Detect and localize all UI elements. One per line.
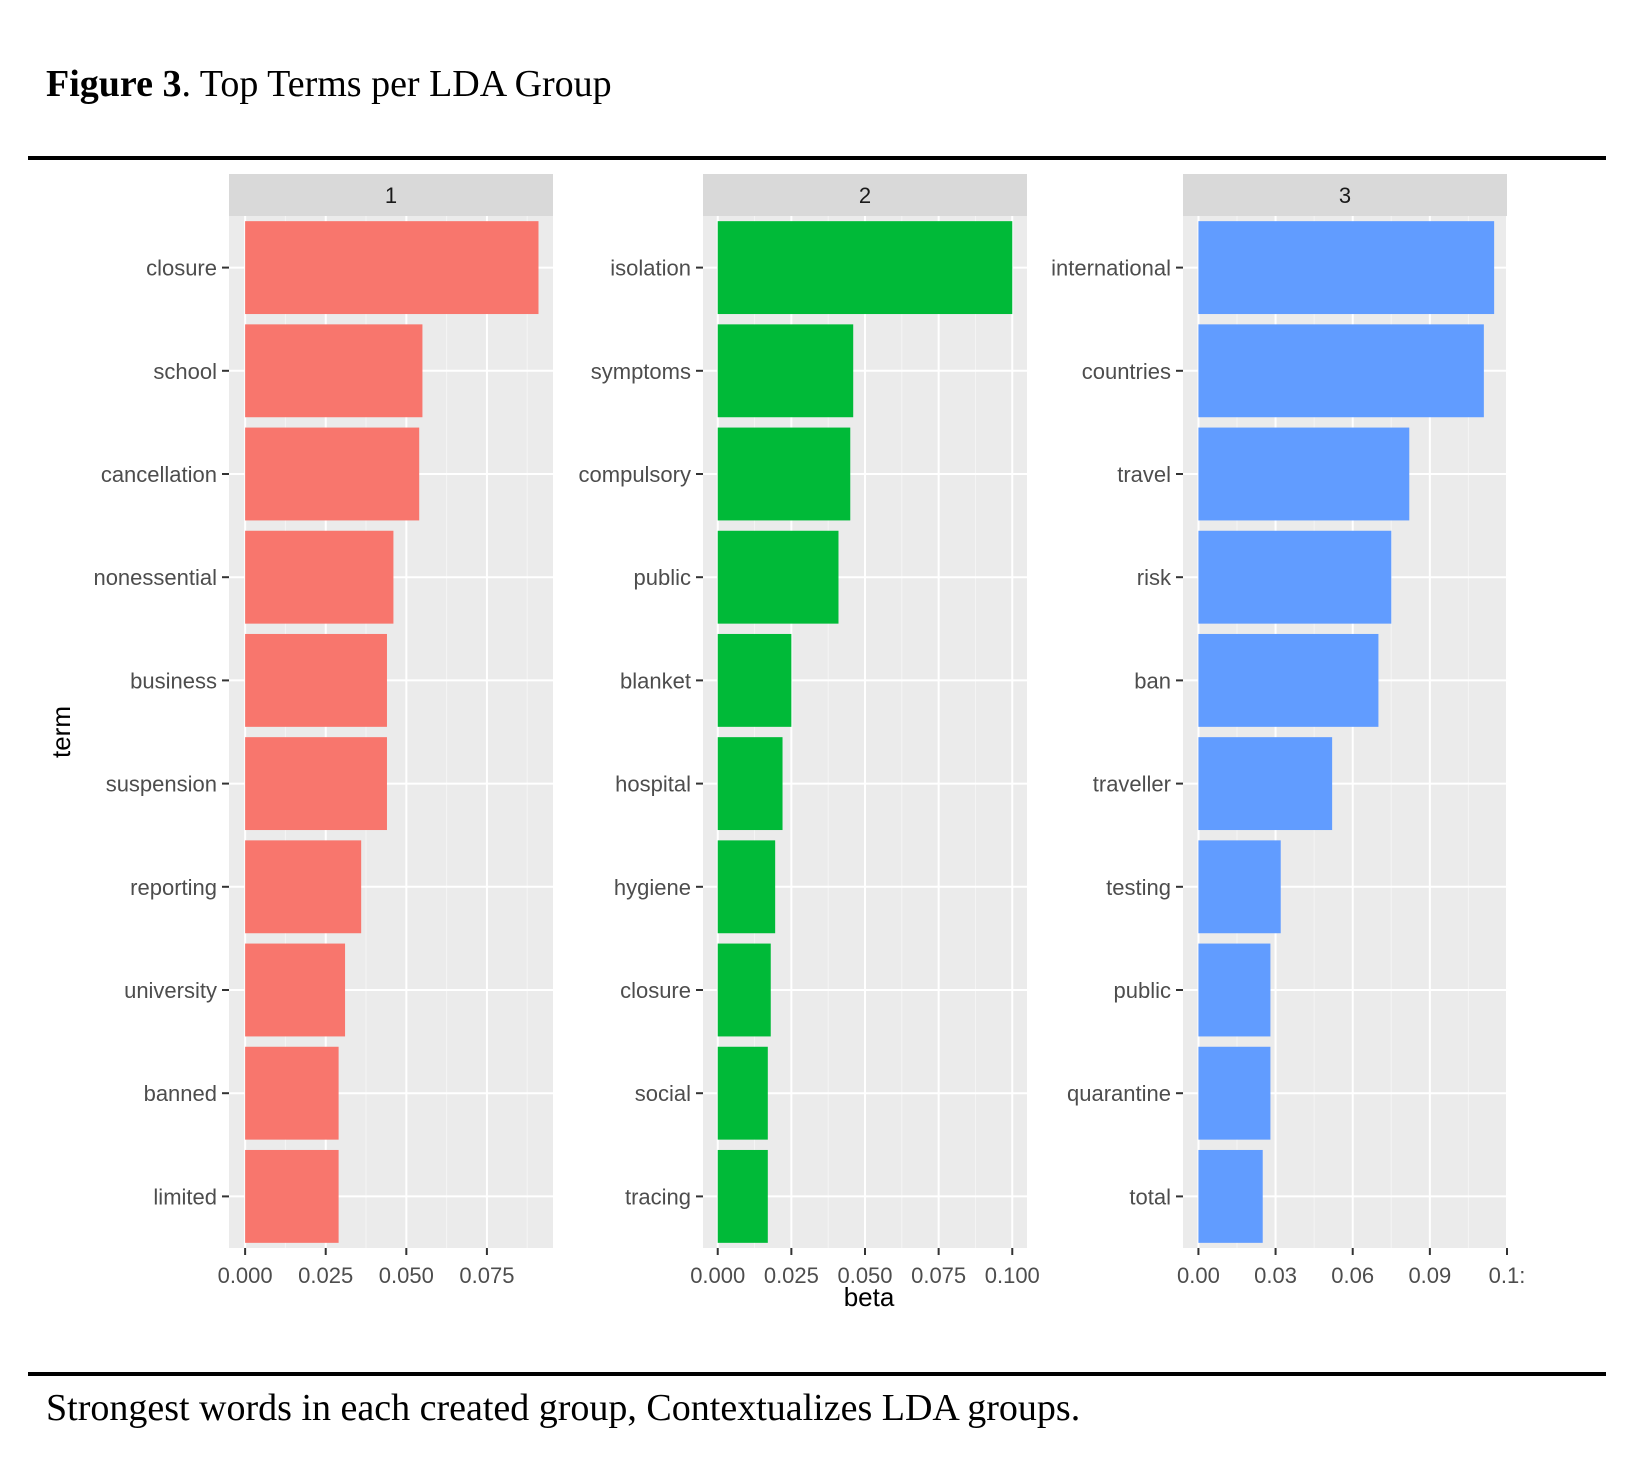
facet-panel-1: 1 closure school cancellation nonessential bu… xyxy=(93,174,553,1288)
term-label: suspension xyxy=(106,772,217,797)
bar-university xyxy=(245,943,346,1037)
bar-tracing xyxy=(717,1149,768,1243)
term-label: ban xyxy=(1134,668,1171,693)
x-tick-label: 0.100 xyxy=(985,1263,1040,1288)
term-label: business xyxy=(130,668,217,693)
bar-quarantine xyxy=(1198,1046,1271,1140)
x-tick-label: 0.1: xyxy=(1489,1263,1526,1288)
facet-strip xyxy=(1183,174,1507,216)
term-label: school xyxy=(153,359,217,384)
bar-closure xyxy=(717,943,771,1037)
term-label: social xyxy=(635,1081,691,1106)
bar-isolation xyxy=(717,221,1013,315)
facet-strip-label: 2 xyxy=(859,183,871,208)
bar-reporting xyxy=(245,840,362,934)
bar-hygiene xyxy=(717,840,776,934)
bar-risk xyxy=(1198,530,1392,624)
bar-countries xyxy=(1198,324,1484,418)
x-tick-label: 0.06 xyxy=(1331,1263,1374,1288)
x-tick-label: 0.050 xyxy=(837,1263,892,1288)
figure-caption-title: Figure 3. Top Terms per LDA Group xyxy=(46,62,612,106)
term-label: testing xyxy=(1106,875,1171,900)
bar-ban xyxy=(1198,633,1379,727)
term-label: banned xyxy=(144,1081,217,1106)
bar-limited xyxy=(245,1149,339,1243)
term-label: compulsory xyxy=(579,462,691,487)
term-label: total xyxy=(1129,1184,1171,1209)
term-label: cancellation xyxy=(101,462,217,487)
lda-faceted-bar-chart: 1 closure school cancellation nonessential bu… xyxy=(46,174,1525,1312)
bar-hospital xyxy=(717,737,783,831)
bar-public xyxy=(1198,943,1271,1037)
x-tick-label: 0.09 xyxy=(1408,1263,1451,1288)
term-label: public xyxy=(634,565,691,590)
term-label: nonessential xyxy=(93,565,217,590)
x-tick-label: 0.050 xyxy=(379,1263,434,1288)
x-tick-label: 0.00 xyxy=(1177,1263,1220,1288)
term-label: closure xyxy=(620,978,691,1003)
facet-strip xyxy=(229,174,553,216)
term-label: risk xyxy=(1137,565,1172,590)
term-label: university xyxy=(124,978,217,1003)
term-label: travel xyxy=(1117,462,1171,487)
figure-label: Figure 3 xyxy=(46,63,182,105)
bottom-rule xyxy=(28,1372,1606,1376)
bar-travel xyxy=(1198,427,1410,521)
facet-strip-label: 3 xyxy=(1339,183,1351,208)
bar-nonessential xyxy=(245,530,394,624)
term-label: symptoms xyxy=(591,359,691,384)
y-axis-title: term xyxy=(46,706,76,758)
x-tick-label: 0.000 xyxy=(690,1263,745,1288)
term-label: tracing xyxy=(625,1184,691,1209)
x-tick-label: 0.03 xyxy=(1254,1263,1297,1288)
facet-panel-2: 2 isolation symptoms compulsory public blanke… xyxy=(579,174,1040,1288)
term-label: hospital xyxy=(615,772,691,797)
facet-strip xyxy=(703,174,1027,216)
bar-blanket xyxy=(717,633,792,727)
facet-panel-3: 3 international countries travel risk ban trav… xyxy=(1051,174,1525,1288)
x-tick-label: 0.025 xyxy=(298,1263,353,1288)
bar-social xyxy=(717,1046,768,1140)
bar-total xyxy=(1198,1149,1263,1243)
bar-banned xyxy=(245,1046,339,1140)
facet-strip-label: 1 xyxy=(385,183,397,208)
bar-cancellation xyxy=(245,427,420,521)
term-label: blanket xyxy=(620,668,691,693)
figure-title: . Top Terms per LDA Group xyxy=(181,63,612,105)
x-tick-label: 0.025 xyxy=(764,1263,819,1288)
bar-business xyxy=(245,633,387,727)
top-rule xyxy=(28,156,1606,160)
term-label: isolation xyxy=(610,256,691,281)
bar-suspension xyxy=(245,737,387,831)
term-label: closure xyxy=(146,256,217,281)
bar-public xyxy=(717,530,839,624)
term-label: limited xyxy=(153,1184,217,1209)
figure-caption-bottom: Strongest words in each created group, C… xyxy=(46,1387,1081,1429)
bar-compulsory xyxy=(717,427,851,521)
term-label: reporting xyxy=(130,875,217,900)
x-axis-title: beta xyxy=(844,1282,895,1312)
bar-school xyxy=(245,324,423,418)
term-label: international xyxy=(1051,256,1171,281)
x-tick-label: 0.075 xyxy=(459,1263,514,1288)
bar-traveller xyxy=(1198,737,1333,831)
x-tick-label: 0.000 xyxy=(218,1263,273,1288)
term-label: public xyxy=(1114,978,1171,1003)
term-label: quarantine xyxy=(1067,1081,1171,1106)
term-label: traveller xyxy=(1093,772,1171,797)
bar-closure xyxy=(245,221,539,315)
bar-symptoms xyxy=(717,324,854,418)
bar-testing xyxy=(1198,840,1281,934)
term-label: countries xyxy=(1082,359,1171,384)
bar-international xyxy=(1198,221,1495,315)
term-label: hygiene xyxy=(614,875,691,900)
x-tick-label: 0.075 xyxy=(911,1263,966,1288)
